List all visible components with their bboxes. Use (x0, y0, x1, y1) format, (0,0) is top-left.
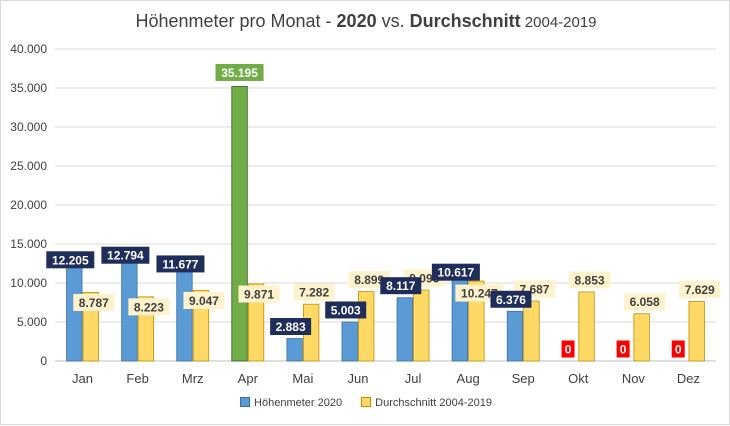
bar-2020 (396, 297, 413, 362)
data-label-avg: 8.223 (134, 300, 164, 314)
title-year: 2020 (336, 11, 377, 31)
y-tick-label: 25.000 (10, 159, 47, 173)
data-label-avg-bg (293, 283, 335, 301)
data-label-2020: 0 (675, 343, 682, 357)
x-tick-label: Nov (622, 371, 646, 386)
y-tick-label: 10.000 (10, 276, 47, 290)
bar-2020 (341, 321, 358, 362)
legend-item-2020: Höhenmeter 2020 (240, 397, 342, 409)
data-label-avg: 10.247 (461, 287, 498, 301)
data-label-avg-bg (183, 291, 225, 309)
data-label-2020: 0 (620, 343, 627, 357)
bar-avg (578, 291, 595, 362)
bar-avg (633, 313, 650, 362)
data-label-avg: 9.047 (189, 294, 219, 308)
data-label-2020-bg (101, 246, 150, 264)
bar-2020 (231, 86, 248, 362)
data-label-avg: 8.899 (354, 273, 384, 287)
legend-label-avg: Durchschnitt 2004-2019 (375, 397, 492, 409)
x-tick-label: Apr (238, 371, 259, 386)
y-tick-label: 40.000 (10, 42, 47, 56)
data-label-2020: 2.883 (276, 320, 306, 334)
x-tick-label: Mai (292, 371, 313, 386)
data-label-2020-bg (270, 318, 312, 336)
bar-2020 (176, 269, 193, 362)
x-tick-label: Jul (405, 371, 422, 386)
data-label-2020-bg (616, 340, 630, 358)
x-tick-label: Aug (457, 371, 480, 386)
data-label-2020: 6.376 (496, 293, 526, 307)
y-tick-label: 30.000 (10, 120, 47, 134)
bar-2020 (286, 338, 303, 362)
legend-item-avg: Durchschnitt 2004-2019 (361, 397, 492, 409)
data-label-avg: 9.871 (244, 288, 274, 302)
x-tick-label: Jun (347, 371, 368, 386)
data-label-avg-bg (348, 271, 390, 289)
data-label-2020-bg (46, 251, 95, 269)
data-label-avg-bg (73, 293, 115, 311)
y-tick-label: 20.000 (10, 198, 47, 212)
data-label-2020-bg (325, 301, 367, 319)
y-tick-label: 5.000 (17, 315, 47, 329)
x-tick-label: Feb (126, 371, 148, 386)
data-label-2020: 12.794 (107, 249, 144, 263)
data-label-avg-bg (569, 271, 611, 289)
data-label-2020: 0 (565, 343, 572, 357)
x-tick-label: Sep (512, 371, 535, 386)
bar-avg (523, 300, 540, 362)
data-label-2020-bg (490, 290, 532, 308)
y-tick-label: 35.000 (10, 81, 47, 95)
data-label-avg-bg (679, 280, 721, 298)
title-text: Höhenmeter pro Monat - (135, 11, 337, 31)
y-tick-label: 15.000 (10, 237, 47, 251)
x-tick-label: Mrz (182, 371, 204, 386)
data-label-2020-bg (671, 340, 685, 358)
bar-2020 (66, 265, 83, 362)
x-tick-label: Dez (677, 371, 700, 386)
data-label-avg: 7.282 (299, 286, 329, 300)
data-label-2020-bg (431, 263, 480, 281)
bar-2020 (506, 310, 524, 362)
data-label-avg-bg (128, 298, 170, 316)
data-label-2020: 35.195 (221, 66, 258, 80)
data-label-2020-bg (215, 63, 264, 81)
data-label-avg-bg (624, 293, 666, 311)
data-label-2020-bg (380, 277, 422, 295)
data-label-avg: 7.629 (685, 283, 715, 297)
chart-title: Höhenmeter pro Monat - 2020 vs. Durchsch… (1, 11, 730, 32)
data-label-2020: 11.677 (162, 257, 198, 271)
data-label-avg: 8.787 (79, 296, 109, 310)
data-label-2020-bg (561, 340, 575, 358)
legend-label-2020: Höhenmeter 2020 (254, 397, 343, 409)
data-label-2020: 5.003 (331, 303, 361, 317)
chart-legend: Höhenmeter 2020 Durchschnitt 2004-2019 (1, 397, 730, 409)
x-tick-label: Jan (72, 371, 93, 386)
data-label-2020: 10.617 (438, 266, 475, 280)
data-label-avg: 8.853 (575, 273, 605, 287)
bar-avg (688, 301, 705, 362)
bar-avg (413, 289, 430, 362)
title-period: 2004-2019 (520, 14, 597, 31)
bar-avg (247, 283, 265, 362)
title-avg: Durchschnitt (409, 11, 521, 31)
y-tick-label: 0 (40, 354, 47, 368)
data-label-2020: 12.205 (52, 253, 89, 267)
data-label-avg: 6.058 (630, 295, 660, 309)
data-label-avg-bg (238, 285, 280, 303)
data-label-2020-bg (156, 255, 205, 273)
legend-swatch-2020 (240, 397, 251, 407)
data-label-2020: 8.117 (386, 279, 416, 293)
x-tick-label: Okt (568, 371, 589, 386)
title-vs: vs. (376, 11, 410, 31)
legend-swatch-avg (361, 397, 372, 407)
